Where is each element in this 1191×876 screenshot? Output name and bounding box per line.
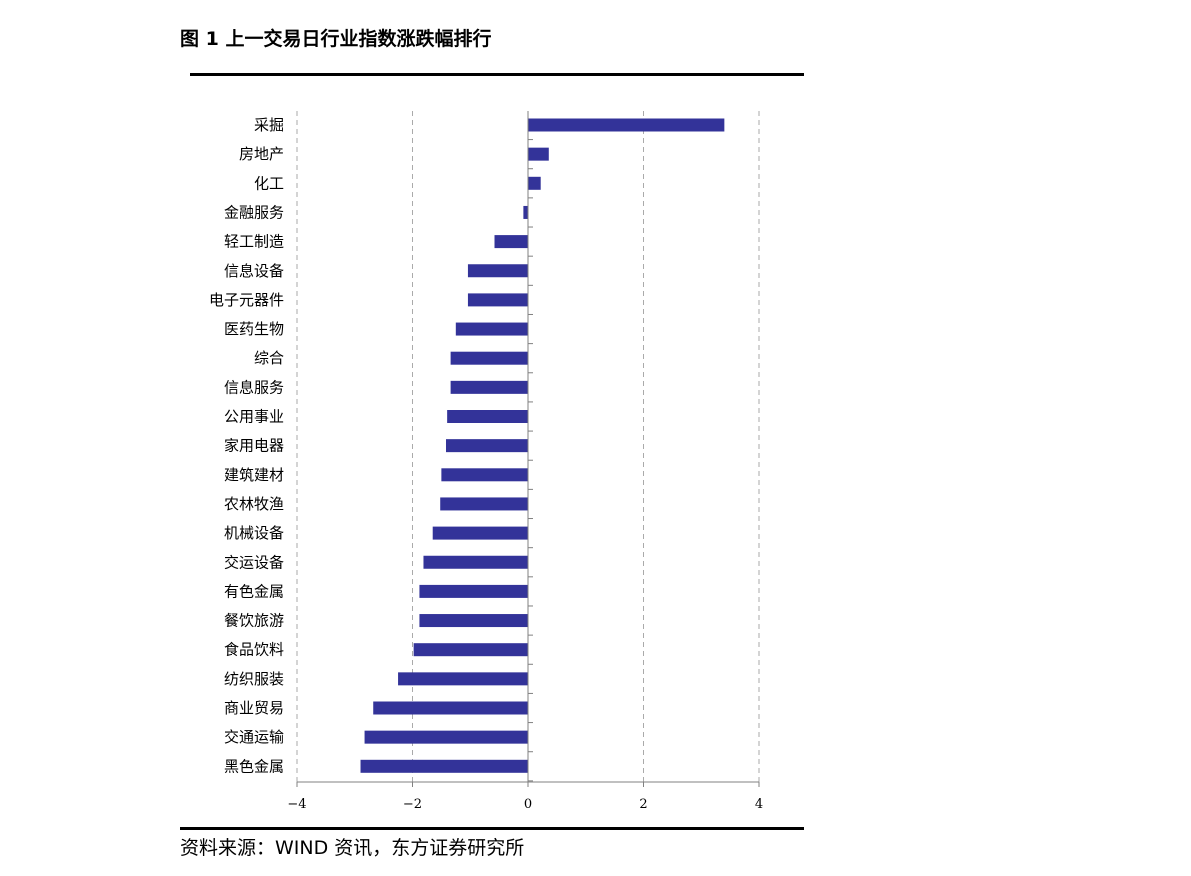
bar [445, 439, 528, 453]
gridlines [296, 111, 760, 782]
category-label: 商业贸易 [224, 699, 284, 717]
bar [373, 701, 528, 715]
x-tick-label: 0 [524, 797, 532, 812]
bar [447, 410, 528, 423]
category-label: 交通运输 [224, 728, 284, 746]
bar [419, 614, 528, 628]
bottom-rule [180, 827, 804, 830]
category-label: 家用电器 [224, 437, 284, 455]
bar [528, 118, 725, 132]
bar [450, 380, 528, 394]
category-label: 食品饮料 [224, 641, 284, 659]
category-label: 采掘 [254, 116, 284, 134]
category-label: 交运设备 [224, 553, 284, 571]
bar [528, 147, 549, 161]
bar [467, 264, 528, 278]
category-label: 有色金属 [224, 582, 284, 600]
axes [296, 111, 760, 787]
bar [364, 730, 528, 744]
category-label: 农林牧渔 [224, 495, 284, 513]
bar [494, 235, 528, 249]
category-label: 金融服务 [224, 203, 284, 221]
bar [441, 468, 528, 482]
category-label: 公用事业 [224, 408, 284, 426]
bar [419, 584, 528, 598]
bar [523, 205, 528, 219]
category-label: 综合 [254, 349, 284, 367]
x-tick-label: 4 [755, 797, 763, 812]
category-label: 纺织服装 [224, 670, 284, 688]
bars [360, 118, 725, 773]
source-note: 资料来源：WIND 资讯，东方证券研究所 [180, 837, 525, 859]
category-label: 电子元器件 [209, 291, 284, 309]
bar [360, 759, 528, 773]
bar [450, 351, 528, 365]
bar [528, 176, 541, 190]
tick-labels: −4 −2 0 2 4 [287, 797, 763, 812]
bar [440, 497, 528, 511]
category-label: 机械设备 [224, 524, 284, 542]
category-labels: 采掘房地产化工金融服务轻工制造信息设备电子元器件医药生物综合信息服务公用事业家用… [209, 116, 284, 775]
x-tick-label: 2 [639, 797, 647, 812]
category-label: 化工 [254, 174, 284, 192]
category-label: 房地产 [239, 145, 284, 163]
category-label: 信息服务 [224, 378, 284, 396]
bar [467, 293, 528, 307]
category-label: 黑色金属 [224, 757, 284, 775]
category-label: 建筑建材 [224, 466, 284, 484]
figure-title: 图 1 上一交易日行业指数涨跌幅排行 [180, 28, 492, 50]
bar [413, 643, 528, 657]
category-label: 餐饮旅游 [224, 612, 284, 630]
category-label: 轻工制造 [224, 233, 284, 251]
category-label: 信息设备 [224, 262, 284, 280]
bar [423, 555, 528, 569]
category-label: 医药生物 [224, 320, 284, 338]
top-rule [190, 73, 804, 76]
bar [398, 672, 528, 686]
bar [432, 526, 528, 540]
bar [455, 322, 528, 336]
x-tick-label: −4 [287, 797, 306, 812]
x-tick-label: −2 [403, 797, 422, 812]
